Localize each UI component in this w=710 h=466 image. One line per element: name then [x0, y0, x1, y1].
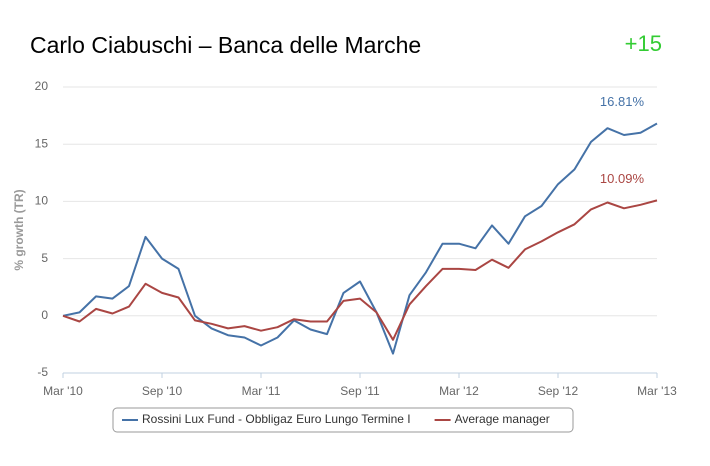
- y-tick-label: -5: [37, 365, 48, 379]
- legend-label: Rossini Lux Fund - Obbligaz Euro Lungo T…: [142, 412, 411, 426]
- score: +15: [625, 31, 662, 56]
- page-title: Carlo Ciabuschi – Banca delle Marche: [30, 32, 421, 58]
- x-tick-label: Mar '10: [43, 384, 83, 398]
- legend-box: [112, 407, 574, 433]
- x-tick-label: Mar '12: [439, 384, 479, 398]
- series-line: [62, 199, 658, 341]
- data-label: 10.09%: [600, 171, 645, 186]
- y-tick-label: 0: [41, 308, 48, 322]
- x-tick-label: Sep '12: [538, 384, 579, 398]
- y-tick-label: 5: [41, 251, 48, 265]
- series-line: [62, 122, 658, 355]
- x-tick-label: Sep '11: [340, 384, 380, 398]
- y-tick-label: 20: [35, 79, 49, 93]
- x-tick-label: Sep '10: [142, 384, 183, 398]
- data-label: 16.81%: [600, 94, 645, 109]
- legend-label: Average manager: [455, 412, 550, 426]
- y-axis-label: % growth (TR): [12, 189, 26, 270]
- x-tick-label: Mar '13: [637, 384, 677, 398]
- x-tick-label: Mar '11: [242, 384, 281, 398]
- y-tick-label: 10: [35, 194, 49, 208]
- y-tick-label: 15: [35, 136, 49, 150]
